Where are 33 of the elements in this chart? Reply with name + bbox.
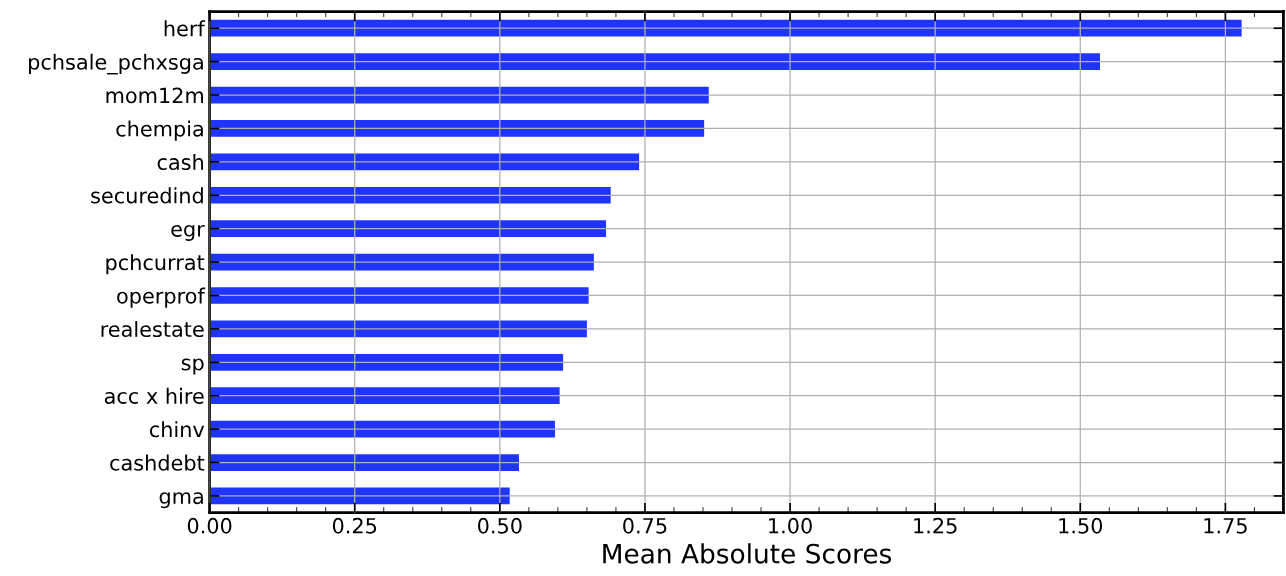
bar — [209, 53, 1101, 70]
y-tick-label: securedind — [91, 187, 203, 204]
y-tick-label: pchcurrat — [106, 254, 205, 275]
y-tick-label: cash — [157, 153, 203, 171]
x-axis-title: Mean Absolute Scores — [603, 543, 892, 564]
y-tick-label: chinv — [149, 421, 205, 438]
y-tick-label: egr — [171, 224, 205, 241]
y-tick-label: pchsale_pchxsga — [29, 53, 203, 75]
y-tick-label: gma — [159, 492, 203, 509]
y-tick-label: herf — [164, 20, 206, 37]
bar — [209, 353, 564, 371]
x-tick-label: 1.50 — [1059, 517, 1103, 534]
x-tick-label: 1.75 — [1204, 518, 1247, 534]
y-tick-label: realestate — [101, 320, 204, 338]
bar — [209, 387, 560, 405]
bar — [209, 287, 589, 304]
x-tick-label: 1.00 — [769, 517, 812, 534]
x-tick-label: 1.25 — [914, 517, 957, 534]
bar — [209, 186, 611, 204]
bar — [209, 19, 1242, 37]
x-tick-label: 0.50 — [478, 517, 522, 534]
y-tick-label: acc x hire — [104, 387, 204, 404]
x-tick-label: 0.75 — [623, 517, 667, 534]
bar — [209, 120, 705, 137]
x-tick-label: 0.00 — [187, 517, 232, 534]
x-tick-label: 0.25 — [332, 517, 377, 534]
y-tick-label: cashdebt — [110, 454, 205, 471]
bar — [209, 220, 607, 238]
y-tick-label: mom12m — [106, 87, 203, 104]
y-tick-label: sp — [181, 358, 204, 375]
y-tick-label: chempia — [116, 120, 203, 141]
bar — [209, 454, 519, 471]
y-tick-label: operprof — [117, 287, 206, 308]
